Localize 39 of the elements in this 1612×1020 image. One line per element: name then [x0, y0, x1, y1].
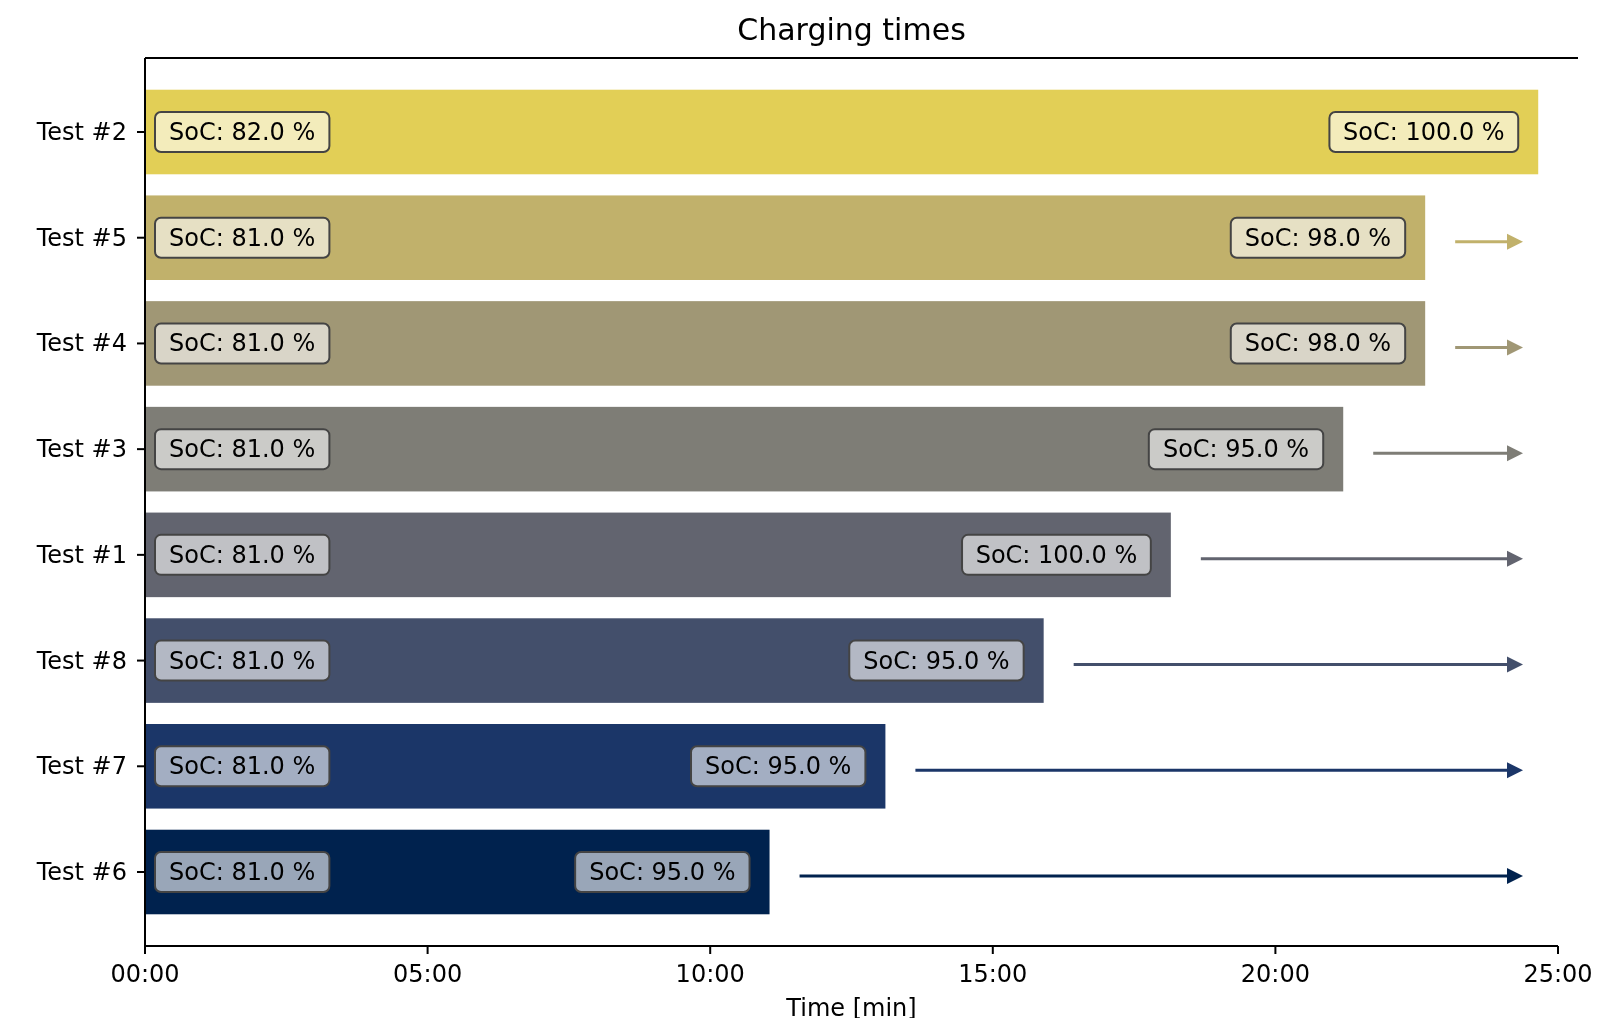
annotation: SoC: 95.0 %	[705, 752, 852, 781]
annotation: SoC: 100.0 %	[1343, 118, 1505, 146]
annotation: SoC: 95.0 %	[589, 858, 736, 886]
annotation: SoC: 100.0 %	[975, 540, 1138, 569]
bar	[145, 618, 1044, 703]
y-tick-label: Test #2	[35, 118, 127, 146]
x-tick-label: 20:00	[1240, 960, 1310, 988]
annotation: SoC: 81.0 %	[169, 858, 316, 886]
y-tick-label: Test #1	[35, 540, 127, 569]
annotation: SoC: 81.0 %	[169, 752, 316, 781]
annotation: SoC: 95.0 %	[863, 646, 1010, 675]
bar	[145, 195, 1426, 280]
bar	[145, 406, 1344, 492]
y-tick-label: Test #3	[35, 435, 127, 464]
annotation: SoC: 81.0 %	[169, 329, 316, 358]
bar	[145, 829, 770, 915]
x-tick-label: 05:00	[393, 960, 463, 988]
x-tick-label: 10:00	[675, 960, 745, 988]
bar	[145, 512, 1171, 598]
annotation: SoC: 95.0 %	[1162, 435, 1310, 464]
x-tick-label: 15:00	[958, 960, 1028, 988]
y-tick-label: Test #5	[35, 223, 127, 252]
bar	[145, 724, 886, 809]
y-tick-label: Test #4	[35, 329, 127, 358]
chart-title: Charging times	[737, 12, 966, 47]
y-tick-label: Test #8	[35, 646, 127, 675]
annotation: SoC: 98.0 %	[1244, 223, 1392, 252]
annotation: SoC: 82.0 %	[169, 118, 316, 146]
y-tick-label: Test #6	[35, 858, 127, 886]
bar	[145, 89, 1539, 175]
annotation: SoC: 98.0 %	[1244, 329, 1392, 358]
x-tick-label: 00:00	[110, 960, 180, 988]
y-tick-label: Test #7	[35, 752, 127, 781]
annotation: SoC: 81.0 %	[169, 223, 316, 252]
bar	[145, 301, 1426, 386]
annotation: SoC: 81.0 %	[169, 435, 316, 464]
x-tick-label: 25:00	[1523, 960, 1593, 988]
annotation: SoC: 81.0 %	[169, 646, 316, 675]
annotation: SoC: 81.0 %	[169, 540, 316, 569]
